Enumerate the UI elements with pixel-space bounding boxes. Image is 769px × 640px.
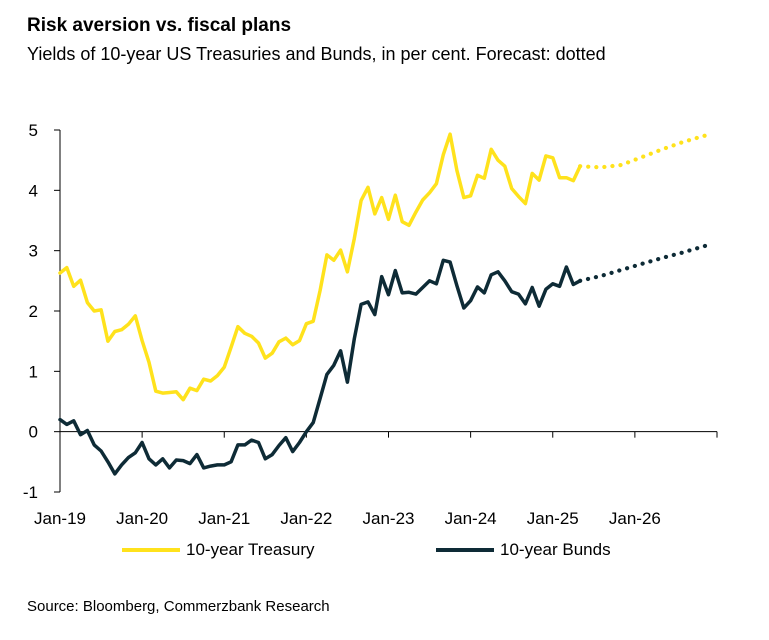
legend-swatch-bunds: [436, 548, 494, 552]
source-note: Source: Bloomberg, Commerzbank Research: [27, 598, 330, 615]
series-lines: [58, 132, 713, 476]
series-line-treasury-forecast: [577, 132, 713, 170]
legend-swatch-treasury: [122, 548, 180, 552]
x-tick-label: Jan-24: [445, 509, 497, 528]
y-tick-label: 0: [29, 423, 38, 442]
x-tick-label: Jan-19: [34, 509, 86, 528]
y-tick-label: 3: [29, 242, 38, 261]
chart-title: Risk aversion vs. fiscal plans: [27, 15, 292, 36]
series-line-treasury: [58, 132, 582, 402]
chart-subtitle: Yields of 10-year US Treasuries and Bund…: [27, 44, 606, 64]
y-tick-label: -1: [23, 483, 38, 502]
y-tick-label: 4: [29, 181, 38, 200]
legend-bunds: 10-year Bunds: [436, 538, 611, 562]
y-tick-label: 2: [29, 302, 38, 321]
x-tick-label: Jan-25: [527, 509, 579, 528]
legend-label-bunds: 10-year Bunds: [500, 540, 611, 559]
x-tick-label: Jan-26: [609, 509, 661, 528]
x-tick-label: Jan-20: [116, 509, 168, 528]
series-line-bunds-forecast: [577, 242, 713, 283]
x-tick-label: Jan-22: [280, 509, 332, 528]
legend-treasury: 10-year Treasury: [122, 538, 315, 562]
series-line-bunds: [58, 258, 582, 476]
legend-label-treasury: 10-year Treasury: [186, 540, 315, 559]
y-tick-label: 5: [29, 121, 38, 140]
axes: -1 0 1 2 3 4 5 Jan-19 Jan-20 Jan-21 Jan-22 Jan-23 Ja…: [23, 121, 718, 528]
y-tick-label: 1: [29, 362, 38, 381]
x-tick-label: Jan-21: [198, 509, 250, 528]
x-tick-label: Jan-23: [363, 509, 415, 528]
